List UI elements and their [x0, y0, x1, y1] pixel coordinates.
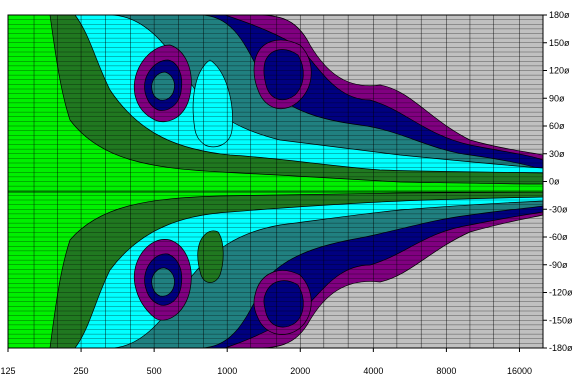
x-tick-label: 125 [0, 366, 15, 376]
x-tick-label: 250 [74, 366, 89, 376]
y-tick-label: -150ø [549, 315, 573, 325]
y-tick-label: 90ø [549, 93, 565, 103]
y-tick-label: -120ø [549, 288, 573, 298]
y-tick-label: -180ø [549, 343, 573, 353]
x-axis-ticks: 125 250 500 1000 2000 4000 8000 16000 [0, 348, 532, 376]
x-tick-label: 16000 [507, 366, 532, 376]
lower-island-teal-500 [151, 267, 175, 297]
y-tick-label: 150ø [549, 38, 570, 48]
y-tick-label: 180ø [549, 10, 570, 20]
y-tick-label: -30ø [549, 204, 568, 214]
upper-island-cyan-700 [192, 59, 233, 148]
y-tick-label: -60ø [549, 232, 568, 242]
plot-area [7, 14, 544, 349]
y-tick-label: 30ø [549, 149, 565, 159]
x-tick-label: 1000 [217, 366, 237, 376]
y-tick-label: 0ø [549, 177, 560, 187]
y-tick-label: 120ø [549, 66, 570, 76]
y-tick-label: 60ø [549, 121, 565, 131]
x-tick-label: 2000 [290, 366, 310, 376]
upper-island-blue-1600 [263, 49, 304, 101]
grid-lines [8, 14, 543, 349]
lower-island-green-700 [197, 230, 224, 283]
x-tick-label: 4000 [363, 366, 383, 376]
y-axis-ticks: 180ø 150ø 120ø 90ø 60ø 30ø 0ø -30ø -60ø -90ø -120ø… [543, 10, 573, 353]
x-tick-label: 500 [147, 366, 162, 376]
y-tick-label: -90ø [549, 260, 568, 270]
x-tick-label: 8000 [436, 366, 456, 376]
upper-band-level-1 [7, 14, 544, 193]
